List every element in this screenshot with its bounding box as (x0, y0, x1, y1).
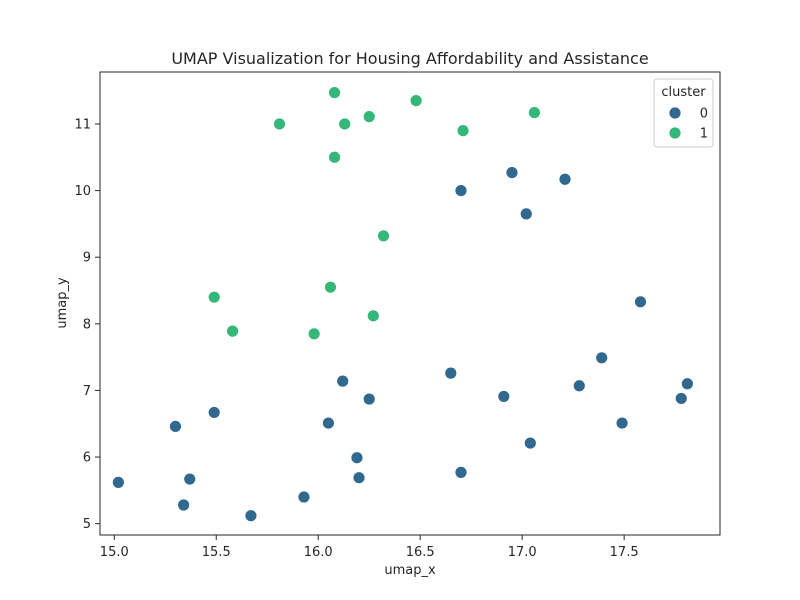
plot-area (99, 71, 721, 536)
scatter-point-cluster-1 (409, 94, 423, 108)
scatter-point-cluster-1 (328, 150, 341, 164)
points-layer (111, 86, 694, 523)
scatter-point-cluster-1 (226, 324, 239, 338)
scatter-point-cluster-1 (273, 117, 286, 131)
legend-box (653, 78, 714, 148)
x-tick-label: 17.5 (610, 545, 639, 560)
legend-label: 1 (700, 127, 708, 142)
scatter-point-cluster-1 (366, 309, 380, 323)
x-tick-label: 16.0 (304, 545, 333, 560)
y-axis: 5 6 7 8 9 10 11 (74, 117, 100, 532)
y-axis-label: umap_y (55, 277, 70, 329)
y-tick-label: 8 (83, 317, 91, 332)
y-tick-label: 6 (83, 451, 91, 466)
scatter-point-cluster-0 (523, 436, 537, 450)
x-tick-label: 16.5 (406, 545, 435, 560)
scatter-point-cluster-1 (307, 327, 321, 341)
scatter-point-cluster-0 (680, 377, 694, 391)
x-axis-label: umap_x (384, 563, 436, 578)
scatter-point-cluster-0 (454, 465, 468, 479)
scatter-point-cluster-0 (615, 416, 629, 430)
scatter-point-cluster-1 (338, 117, 352, 131)
scatter-point-cluster-0 (444, 366, 458, 380)
plot-frame (99, 71, 721, 536)
scatter-point-cluster-0 (519, 207, 533, 221)
chart-title: UMAP Visualization for Housing Affordabi… (171, 49, 648, 68)
x-tick-label: 17.0 (508, 545, 537, 560)
scatter-point-cluster-0 (336, 374, 350, 388)
y-tick-label: 5 (83, 517, 91, 532)
legend: cluster 01 (653, 78, 714, 148)
y-tick-label: 10 (74, 184, 91, 199)
scatter-point-cluster-0 (572, 379, 586, 393)
scatter-point-cluster-0 (177, 498, 191, 512)
scatter-point-cluster-0 (169, 420, 182, 433)
y-tick-label: 7 (83, 384, 91, 399)
scatter-point-cluster-0 (207, 406, 221, 419)
scatter-point-cluster-1 (362, 110, 376, 124)
legend-marker-1 (668, 126, 682, 140)
x-tick-label: 15.0 (100, 545, 129, 560)
scatter-point-cluster-0 (111, 475, 125, 489)
scatter-point-cluster-0 (352, 471, 366, 485)
y-tick-label: 9 (83, 251, 91, 266)
scatter-point-cluster-0 (322, 416, 335, 430)
scatter-point-cluster-0 (595, 351, 609, 365)
scatter-point-cluster-0 (350, 451, 364, 465)
scatter-point-cluster-0 (244, 509, 258, 523)
legend-entries: 01 (668, 106, 708, 142)
legend-marker-0 (668, 106, 682, 120)
scatter-point-cluster-0 (497, 390, 511, 403)
scatter-point-cluster-1 (377, 229, 390, 243)
scatter-point-cluster-1 (324, 280, 337, 294)
scatter-point-cluster-0 (674, 392, 688, 405)
scatter-point-cluster-1 (528, 106, 541, 120)
x-axis: 15.0 15.5 16.0 16.5 17.0 17.5 (100, 535, 639, 560)
scatter-point-cluster-0 (505, 166, 519, 179)
y-tick-label: 11 (74, 117, 91, 132)
legend-title: cluster (661, 85, 706, 100)
scatter-point-cluster-0 (634, 295, 647, 309)
scatter-point-cluster-0 (454, 184, 468, 197)
scatter-point-cluster-0 (558, 172, 572, 186)
scatter-point-cluster-1 (456, 124, 470, 138)
scatter-point-cluster-0 (297, 490, 311, 504)
x-tick-label: 15.5 (202, 545, 231, 560)
scatter-point-cluster-0 (183, 472, 197, 486)
scatter-point-cluster-0 (362, 392, 376, 406)
legend-label: 0 (700, 107, 708, 122)
scatter-point-cluster-1 (207, 290, 221, 304)
scatter-point-cluster-1 (328, 86, 341, 100)
